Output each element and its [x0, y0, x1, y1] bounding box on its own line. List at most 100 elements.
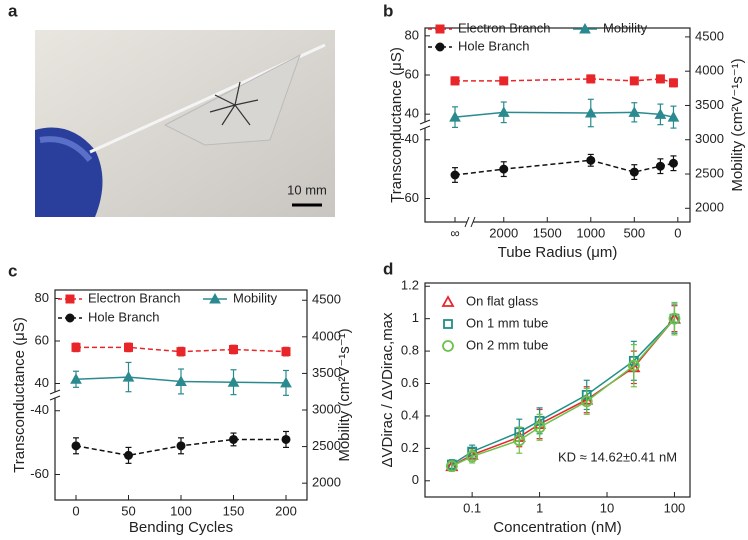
marker — [176, 347, 186, 357]
marker — [668, 158, 678, 168]
marker — [124, 342, 133, 352]
x-tick-label: 500 — [623, 225, 645, 240]
x-tick-label: 200 — [275, 503, 297, 518]
legend-marker — [65, 294, 75, 304]
y-tick-label: 60 — [35, 332, 49, 347]
glove-highlight — [39, 136, 93, 162]
marker — [450, 170, 460, 180]
marker — [445, 460, 458, 473]
marker — [71, 342, 81, 352]
marker — [175, 375, 187, 386]
x-axis-label: Bending Cycles — [129, 519, 233, 536]
marker — [499, 164, 509, 174]
x-tick-label: 0.1 — [463, 500, 481, 515]
y-tick-label: 1.2 — [401, 278, 419, 293]
legend-marker — [579, 22, 591, 34]
axis-break — [419, 119, 431, 125]
marker — [584, 106, 597, 118]
axis-break — [419, 125, 431, 131]
marker — [629, 167, 639, 177]
axis-break — [464, 216, 470, 228]
series-line — [455, 78, 674, 84]
marker — [449, 111, 461, 122]
legend-label: Electron Branch — [458, 20, 551, 35]
axis-break-gap — [422, 122, 428, 128]
y-tick-label: -60 — [30, 466, 49, 481]
y-tick-label: 80 — [35, 290, 49, 305]
marker — [580, 395, 593, 408]
panel-letter: b — [383, 1, 393, 20]
y-axis-label: Transconductance (μS) — [11, 317, 28, 473]
y2-axis-label: Mobility (cm²V⁻¹s⁻¹) — [729, 58, 746, 191]
marker — [668, 312, 681, 325]
marker — [667, 111, 680, 122]
y2-tick-label: 2000 — [695, 200, 724, 215]
marker — [229, 345, 238, 354]
x-axis-label: Concentration (nM) — [493, 519, 621, 536]
legend-label: Mobility — [603, 20, 648, 35]
x-tick-label: 100 — [170, 503, 192, 518]
series-line — [454, 111, 674, 118]
glove — [35, 127, 103, 217]
marker — [227, 376, 240, 387]
marker — [497, 106, 510, 117]
y2-tick-label: 4000 — [312, 328, 341, 343]
legend-marker — [209, 292, 221, 304]
marker — [629, 76, 639, 86]
x-tick-label: 0 — [674, 225, 681, 240]
y2-tick-label: 2500 — [312, 438, 341, 453]
y-tick-label: 0.6 — [401, 375, 419, 390]
x-tick-label: 1 — [536, 500, 543, 515]
legend-marker — [435, 42, 445, 52]
y-tick-label: -40 — [30, 402, 49, 417]
y-tick-label: 1 — [412, 310, 419, 325]
series-line — [454, 159, 674, 176]
annotation: KD ≈ 14.62±0.41 nM — [558, 449, 677, 464]
y2-tick-label: 3500 — [695, 97, 724, 112]
panel-letter: d — [383, 259, 393, 278]
sensor-sheet — [163, 53, 301, 146]
marker — [499, 76, 509, 86]
y-tick-label: 0.2 — [401, 440, 419, 455]
marker — [450, 76, 460, 86]
marker — [513, 434, 526, 447]
y2-tick-label: 2000 — [312, 475, 341, 490]
legend-marker — [435, 24, 445, 34]
legend-marker — [442, 340, 454, 352]
plot-frame — [424, 282, 691, 498]
marker — [176, 441, 186, 451]
y2-tick-label: 4000 — [695, 63, 724, 78]
marker — [668, 78, 678, 88]
scale-bar-label: 10 mm — [287, 182, 327, 197]
marker — [533, 421, 546, 434]
legend-label: On flat glass — [466, 293, 539, 308]
x-tick-label: 1000 — [576, 225, 605, 240]
photo-panel: 10 mm a — [8, 1, 335, 217]
x-tick-label: 10 — [600, 500, 614, 515]
axis-break — [49, 395, 61, 401]
axis-break — [470, 216, 476, 228]
legend-label: Electron Branch — [88, 290, 181, 305]
y-tick-label: 0.8 — [401, 343, 419, 358]
y2-tick-label: 4500 — [695, 28, 724, 43]
marker — [654, 108, 667, 119]
legend-label: Mobility — [233, 290, 278, 305]
panel-letter: c — [8, 261, 17, 280]
axis-break-gap — [52, 392, 58, 398]
legend-marker — [441, 295, 455, 307]
electrodes — [209, 81, 259, 126]
marker — [124, 450, 133, 460]
x-tick-label: 150 — [223, 503, 245, 518]
axis-break — [49, 389, 61, 395]
marker — [70, 373, 82, 384]
y2-tick-label: 3000 — [312, 401, 341, 416]
y2-tick-label: 4500 — [312, 292, 341, 307]
x-tick-label: 2000 — [489, 225, 518, 240]
marker — [628, 106, 641, 117]
y2-tick-label: 3000 — [695, 131, 724, 146]
marker — [281, 347, 291, 357]
y-tick-label: 0.4 — [401, 407, 419, 422]
y2-tick-label: 2500 — [695, 165, 724, 180]
marker — [280, 376, 292, 388]
